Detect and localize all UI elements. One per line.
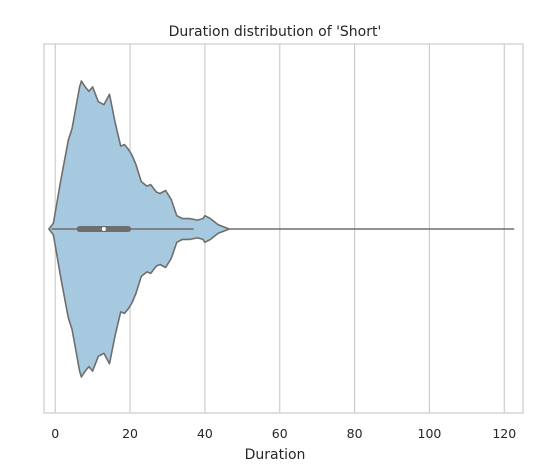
x-tick-label-80: 80	[347, 426, 363, 441]
plot-frame	[43, 43, 524, 414]
violin-median-dot	[101, 227, 106, 231]
x-tick-label-100: 100	[418, 426, 442, 441]
x-axis-label: Duration	[245, 447, 306, 463]
x-tick-label-0: 0	[51, 426, 59, 441]
chart-title: Duration distribution of 'Short'	[169, 24, 382, 40]
x-tick-label-60: 60	[272, 426, 288, 441]
x-tick-labels: 0 20 40 60 80 100 120	[51, 426, 516, 441]
violin-plot	[48, 80, 515, 378]
x-tick-label-20: 20	[122, 426, 138, 441]
x-tick-label-40: 40	[197, 426, 213, 441]
x-tick-label-120: 120	[492, 426, 516, 441]
